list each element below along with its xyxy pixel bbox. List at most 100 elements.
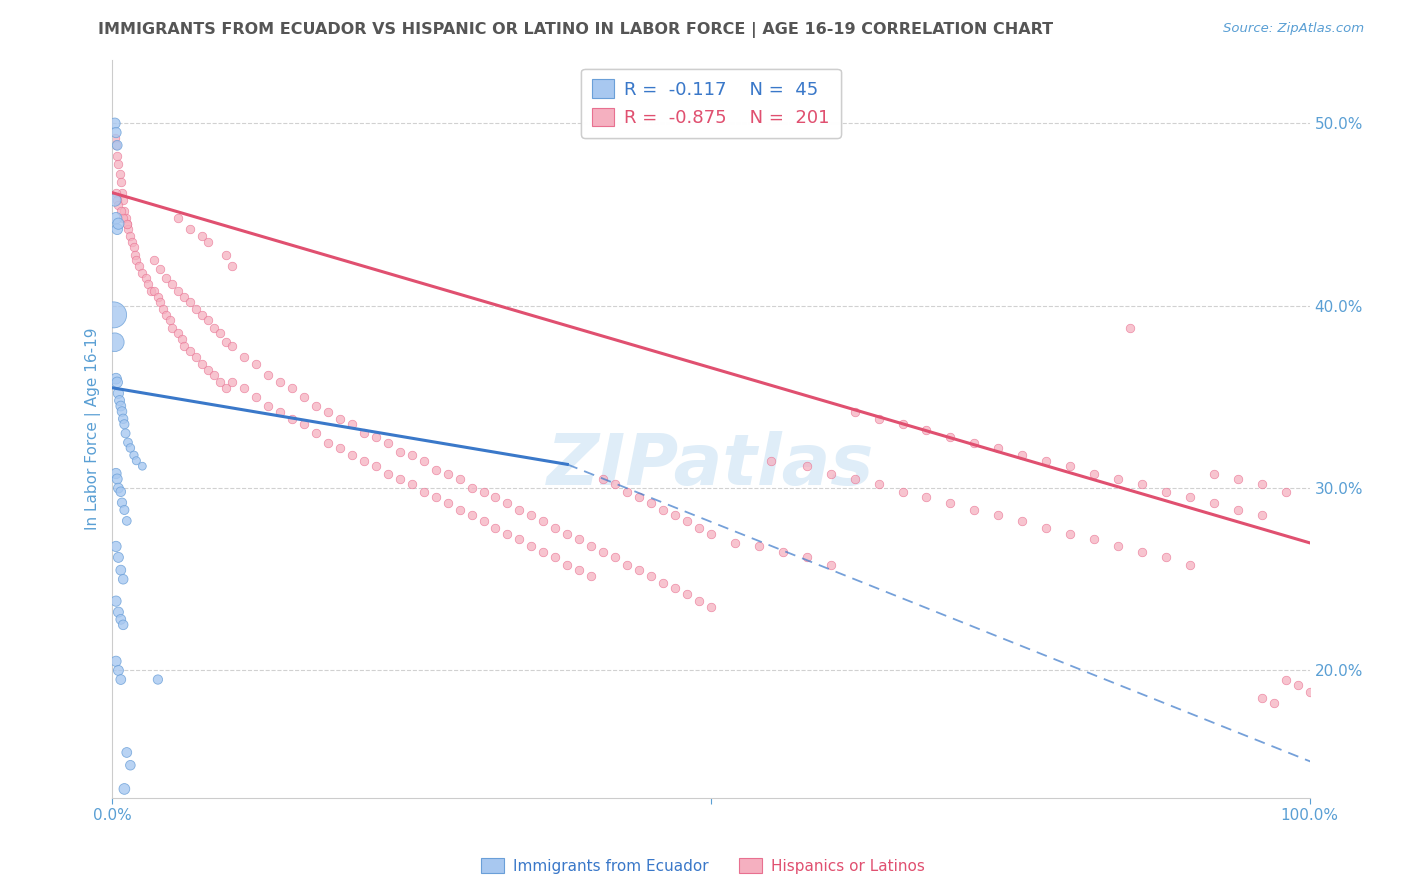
Point [111,404,134,418]
Text: Source: ZipAtlas.com: Source: ZipAtlas.com [1223,22,1364,36]
Point [412,484,434,499]
Point [449,503,471,517]
Point [167,326,190,340]
Point [377,467,399,481]
Point [221,259,243,273]
Point [215,248,238,262]
Point [544,550,567,565]
Point [179,344,201,359]
Point [209,376,232,390]
Point [120,441,142,455]
Point [891,417,914,432]
Text: ZIPatlas: ZIPatlas [547,431,875,500]
Point [472,484,495,499]
Point [1035,521,1057,535]
Point [110,563,132,577]
Point [1250,477,1272,491]
Point [496,526,519,541]
Point [1250,508,1272,523]
Point [257,399,280,413]
Point [915,490,938,504]
Point [110,673,132,687]
Point [628,563,651,577]
Point [329,441,352,455]
Point [377,435,399,450]
Point [105,222,128,236]
Point [117,435,139,450]
Point [107,664,129,678]
Point [191,229,214,244]
Point [146,290,169,304]
Point [820,467,842,481]
Point [107,386,129,401]
Point [1083,532,1105,546]
Point [111,186,134,200]
Point [520,508,543,523]
Point [1059,526,1081,541]
Point [436,496,458,510]
Point [531,545,554,559]
Point [316,404,339,418]
Point [939,430,962,444]
Point [1130,477,1153,491]
Point [531,514,554,528]
Point [112,203,135,218]
Point [110,612,132,626]
Point [103,308,125,322]
Point [146,673,169,687]
Point [987,441,1010,455]
Point [114,211,136,226]
Point [915,423,938,437]
Point [1286,678,1309,692]
Point [112,781,135,796]
Point [676,587,699,601]
Point [340,448,363,462]
Point [112,572,135,586]
Point [105,149,128,163]
Point [245,390,267,404]
Point [605,477,627,491]
Y-axis label: In Labor Force | Age 16-19: In Labor Force | Age 16-19 [86,327,101,530]
Point [1250,690,1272,705]
Point [281,412,304,426]
Point [1226,503,1249,517]
Point [269,404,291,418]
Point [128,259,150,273]
Point [1178,490,1201,504]
Point [496,496,519,510]
Point [820,558,842,572]
Point [108,393,131,408]
Legend: R =  -0.117    N =  45, R =  -0.875    N =  201: R = -0.117 N = 45, R = -0.875 N = 201 [581,69,841,138]
Point [209,326,232,340]
Point [664,508,686,523]
Point [1154,550,1177,565]
Point [107,550,129,565]
Point [104,193,127,207]
Point [221,376,243,390]
Point [305,426,328,441]
Point [122,448,145,462]
Point [1130,545,1153,559]
Point [105,594,128,608]
Point [581,540,603,554]
Point [555,558,578,572]
Point [425,490,447,504]
Point [1083,467,1105,481]
Point [592,472,614,486]
Point [460,508,482,523]
Point [759,454,782,468]
Point [170,332,193,346]
Point [143,253,166,268]
Point [412,454,434,468]
Point [616,484,638,499]
Point [581,568,603,582]
Point [115,514,138,528]
Point [628,490,651,504]
Point [179,295,201,310]
Point [149,295,172,310]
Point [114,426,136,441]
Point [939,496,962,510]
Point [269,376,291,390]
Point [772,545,794,559]
Point [233,350,256,364]
